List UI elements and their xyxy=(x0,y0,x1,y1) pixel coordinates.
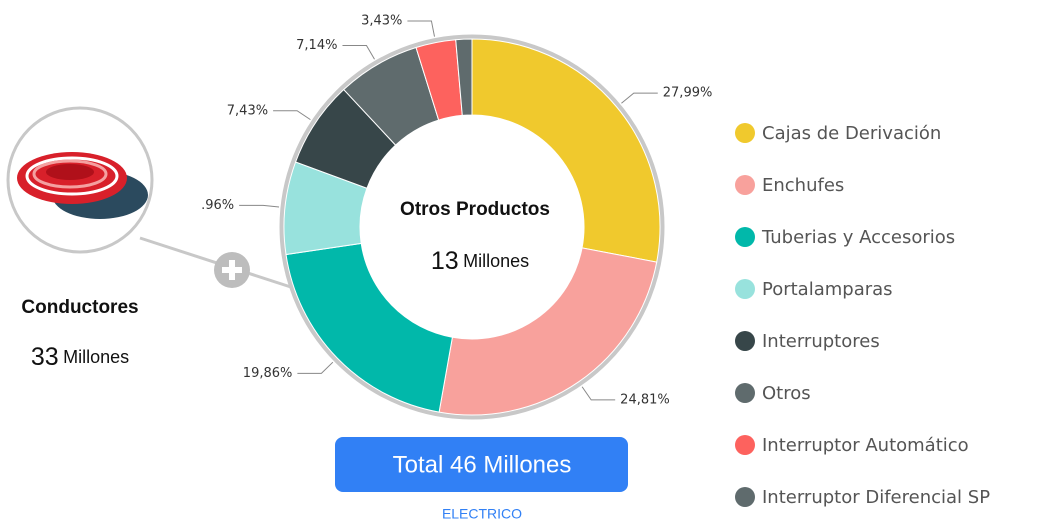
data-label: 24,81% xyxy=(620,392,670,407)
legend-marker xyxy=(735,279,755,299)
legend-label: Otros xyxy=(762,383,811,404)
leader-line xyxy=(621,93,657,103)
footer: ELECTRICO xyxy=(442,506,522,522)
data-label: 27,99% xyxy=(663,86,713,101)
leader-line xyxy=(407,21,434,37)
legend-label: Cajas de Derivación xyxy=(762,123,941,144)
data-label: 19,86% xyxy=(243,366,293,381)
legend-marker xyxy=(735,487,755,507)
legend-marker xyxy=(735,175,755,195)
legend-label: Interruptores xyxy=(762,331,880,352)
legend-marker xyxy=(735,383,755,403)
total-text: Total 46 Millones xyxy=(393,451,572,478)
legend-marker xyxy=(735,227,755,247)
drill-number: 33 xyxy=(31,343,59,371)
drill-title: Conductores xyxy=(21,297,138,318)
leader-line xyxy=(239,205,279,207)
data-label: 3,43% xyxy=(361,13,402,28)
drill-unit: Millones xyxy=(63,347,129,367)
legend-label: Tuberias y Accesorios xyxy=(761,227,955,248)
legend-marker xyxy=(735,435,755,455)
page: Conductores 33 Millones Otros Productos … xyxy=(0,0,1042,524)
legend-marker xyxy=(735,123,755,143)
drill-value: 33 Millones xyxy=(31,343,129,371)
legend-label: Enchufes xyxy=(762,175,844,196)
center-title: Otros Productos xyxy=(400,199,550,220)
center-unit: Millones xyxy=(463,251,529,271)
legend-label: Interruptor Diferencial SP xyxy=(762,487,990,508)
leader-line xyxy=(273,111,310,120)
legend-label: Portalamparas xyxy=(762,279,893,300)
slice xyxy=(472,39,660,262)
data-label: 7,43% xyxy=(227,103,268,118)
center-value: 13 Millones xyxy=(431,247,529,275)
leader-line xyxy=(297,362,332,373)
legend-label: Interruptor Automático xyxy=(762,435,969,456)
data-label: .96% xyxy=(201,198,234,213)
center-number: 13 xyxy=(431,247,459,275)
leader-line xyxy=(342,45,374,59)
leader-line xyxy=(582,387,615,400)
legend-marker xyxy=(735,331,755,351)
slice xyxy=(439,248,657,415)
data-label: 7,14% xyxy=(296,38,337,53)
